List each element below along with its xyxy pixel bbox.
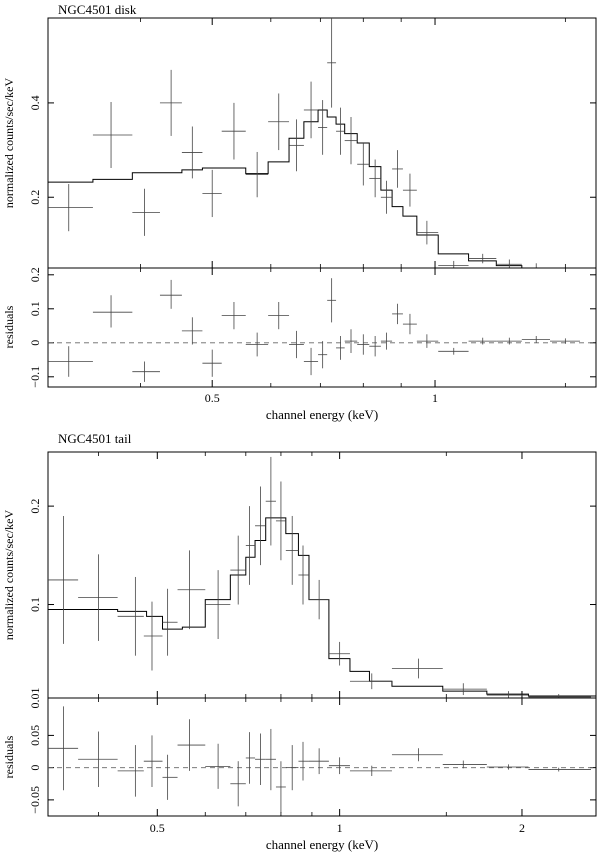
ytick-label: 0.1	[28, 301, 42, 316]
tail-xticks: 0.5 1 2	[98, 452, 525, 835]
tail-top-frame	[47, 451, 597, 699]
tail-title: NGC4501 tail	[58, 431, 132, 446]
model-step-curve	[48, 517, 596, 697]
tail-xlabel: channel energy (keV)	[266, 837, 378, 852]
xtick-label: 2	[519, 821, 525, 835]
disk-xticks: 0.5 1	[140, 18, 566, 405]
ytick-label: 0.01	[28, 688, 42, 709]
tail-bottom-marks: −0.05 0 0.05	[28, 698, 596, 816]
disk-xlabel: channel energy (keV)	[266, 407, 378, 422]
tail-top-marks: 0.1 0.2 0.01	[28, 452, 596, 709]
ytick-label: 0.2	[28, 499, 42, 514]
disk-top-panel: 0.2 0.4 normalized counts/sec/keV	[2, 17, 597, 269]
xtick-label: 0.5	[205, 391, 220, 405]
tail-bottom-ylabel: residuals	[2, 735, 16, 778]
disk-title: NGC4501 disk	[58, 2, 137, 17]
disk-top-ylabel: normalized counts/sec/keV	[2, 78, 16, 209]
tail-bottom-frame	[47, 697, 597, 817]
ytick-label: 0.2	[28, 267, 42, 282]
tail-bottom-panel: −0.05 0 0.05 residuals	[2, 697, 597, 817]
tail-figure: NGC4501 tail 0.1 0.2 0.01 normalized count…	[2, 431, 597, 852]
xtick-label: 1	[432, 391, 438, 405]
disk-top-marks: 0.2 0.4	[28, 18, 596, 269]
disk-top-frame	[47, 17, 597, 269]
ytick-label: 0	[28, 765, 42, 771]
disk-bottom-panel: −0.1 0 0.1 0.2 residuals	[2, 267, 597, 388]
ytick-label: −0.1	[28, 366, 42, 388]
ytick-label: 0	[28, 340, 42, 346]
ytick-label: −0.05	[28, 786, 42, 814]
disk-bottom-ylabel: residuals	[2, 305, 16, 348]
xtick-label: 0.5	[150, 821, 165, 835]
xtick-label: 1	[337, 821, 343, 835]
disk-figure: NGC4501 disk 0.2 0.4 normalized counts/se…	[2, 2, 597, 422]
model-step-curve	[48, 109, 596, 269]
ytick-label: 0.4	[28, 95, 42, 110]
ytick-label: 0.05	[28, 725, 42, 746]
disk-bottom-marks: −0.1 0 0.1 0.2	[28, 267, 596, 388]
tail-top-panel: 0.1 0.2 0.01 normalized counts/sec/keV	[2, 451, 597, 709]
tail-top-ylabel: normalized counts/sec/keV	[2, 510, 16, 641]
ytick-label: 0.2	[28, 190, 42, 205]
ytick-label: 0.1	[28, 597, 42, 612]
disk-bottom-frame	[47, 267, 597, 388]
